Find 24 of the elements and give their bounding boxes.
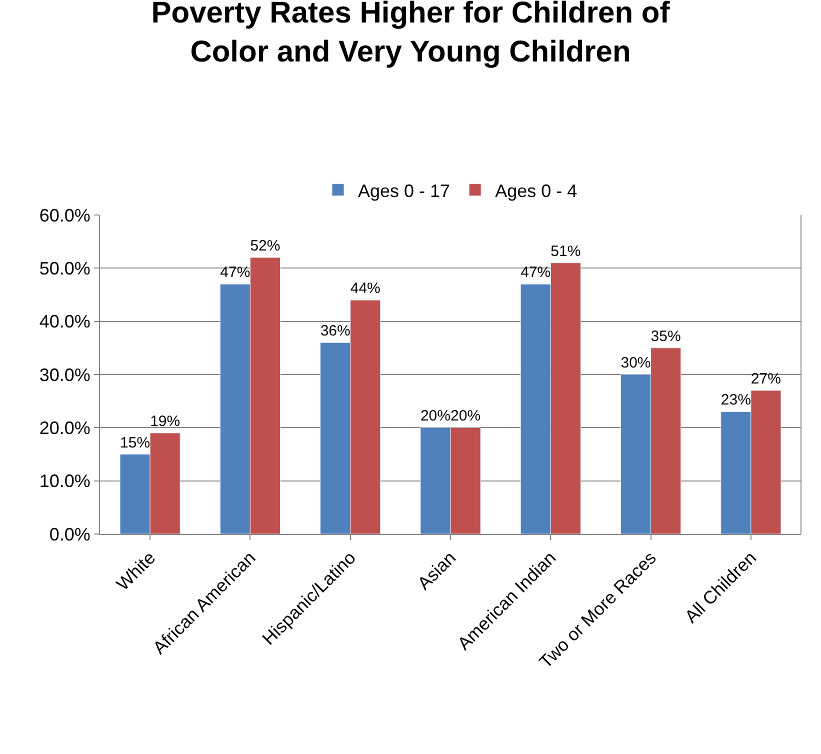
data-label: 36% [320, 322, 350, 340]
legend-label: Ages 0 - 17 [358, 180, 450, 201]
y-tick-label: 50.0% [39, 258, 90, 278]
data-label: 44% [350, 280, 380, 298]
data-label: 35% [650, 328, 681, 345]
data-label: 30% [620, 354, 651, 372]
y-tick-label: 0.0% [49, 524, 90, 544]
data-label: 52% [250, 238, 280, 255]
y-tick-label: 20.0% [39, 418, 90, 438]
y-tick-label: 60.0% [39, 205, 90, 226]
y-tick-label: 40.0% [39, 312, 90, 332]
data-label: 47% [520, 264, 551, 282]
data-label: 51% [550, 242, 581, 260]
y-tick-label: 30.0% [39, 364, 90, 385]
data-label: 20% [420, 408, 450, 425]
data-label: 23% [720, 392, 751, 409]
y-tick-label: 10.0% [39, 471, 90, 492]
legend-label: Ages 0 - 4 [495, 180, 578, 201]
data-label: 20% [450, 408, 481, 425]
data-label: 27% [750, 370, 781, 388]
data-label: 19% [150, 412, 180, 430]
data-label: 47% [220, 264, 250, 282]
data-label: 15% [120, 434, 150, 452]
chart-title: Poverty Rates Higher for Children of Color and Very Young Children [151, 0, 671, 69]
